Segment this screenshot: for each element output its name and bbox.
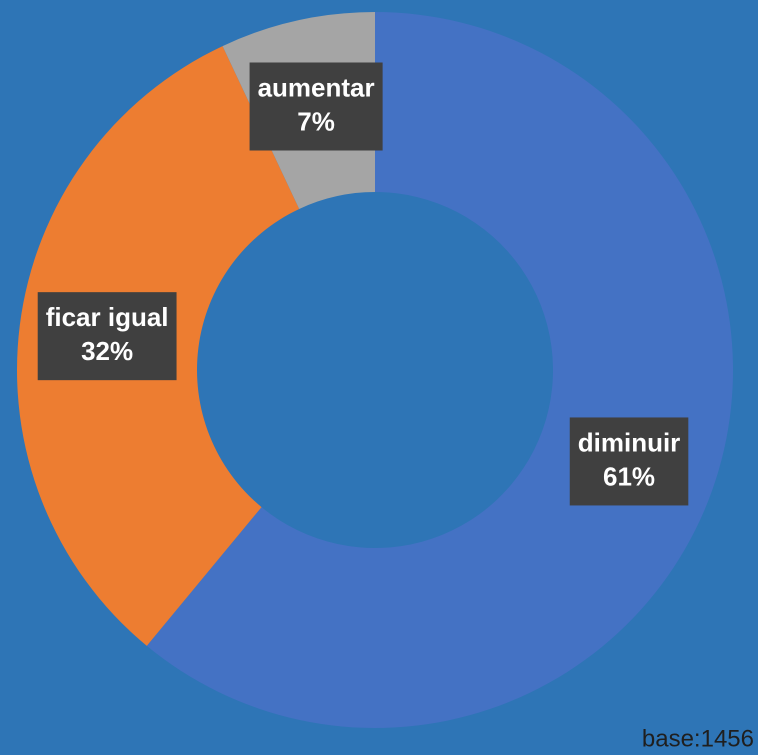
label-value: 7% xyxy=(297,106,335,136)
label-value: 61% xyxy=(603,461,655,491)
donut-slice xyxy=(146,12,734,728)
label-category: diminuir xyxy=(578,427,681,457)
label-box xyxy=(249,62,383,151)
annotation: base:1456 xyxy=(642,725,754,752)
label-category: ficar igual xyxy=(46,302,169,332)
data-label: diminuir 61% xyxy=(569,417,689,506)
label-category: aumentar xyxy=(258,72,375,102)
label-box xyxy=(569,417,689,506)
label-value: 32% xyxy=(81,336,133,366)
label-box xyxy=(37,292,177,381)
data-label: ficar igual 32% xyxy=(37,292,177,381)
data-label: aumentar 7% xyxy=(249,62,383,151)
